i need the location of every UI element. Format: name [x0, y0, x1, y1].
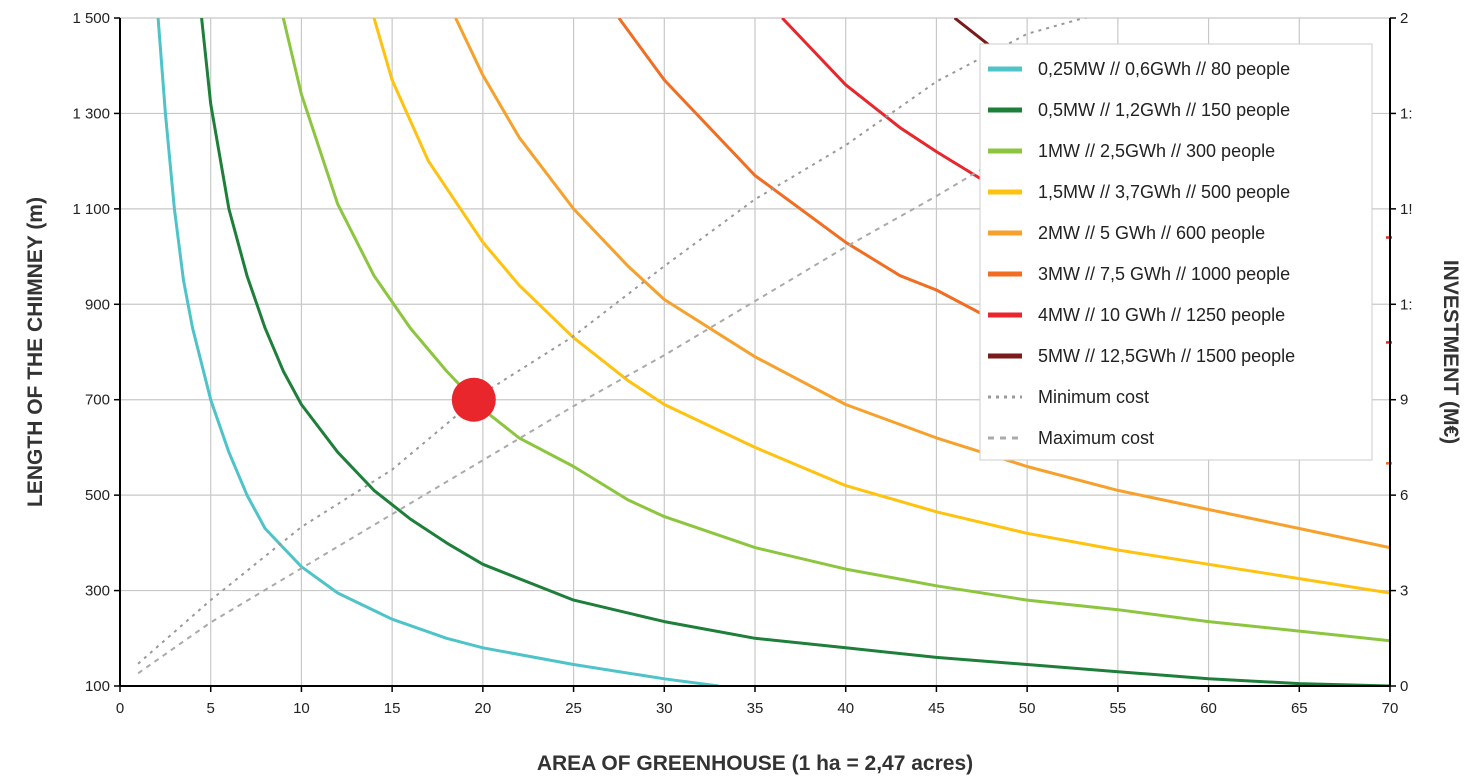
y-tick-label-3: 700 — [85, 392, 110, 409]
legend-label-0: 0,25MW // 0,6GWh // 80 people — [1038, 59, 1290, 79]
legend-label-5: 3MW // 7,5 GWh // 1000 people — [1038, 264, 1290, 284]
y-tick-label-5: 1 100 — [72, 201, 110, 218]
x-tick-label-14: 70 — [1382, 700, 1399, 717]
y2-tick-label-7: 2 — [1400, 10, 1408, 27]
x-tick-label-12: 60 — [1200, 700, 1217, 717]
series-line-3 — [372, 18, 1390, 595]
legend-label-7: 5MW // 12,5GWh // 1500 people — [1038, 346, 1295, 366]
y2-tick-label-0: 0 — [1400, 678, 1408, 695]
legend-label-6: 4MW // 10 GWh // 1250 people — [1038, 305, 1285, 325]
y2-tick-label-5: 1! — [1400, 201, 1413, 218]
x-tick-label-9: 45 — [928, 700, 945, 717]
x-tick-label-5: 25 — [565, 700, 582, 717]
series-line-8 — [137, 18, 1088, 665]
x-tick-label-4: 20 — [475, 700, 492, 717]
legend-label-2: 1MW // 2,5GWh // 300 people — [1038, 141, 1275, 161]
marker-point-0 — [451, 377, 496, 422]
x-tick-label-8: 40 — [837, 700, 854, 717]
x-tick-label-6: 30 — [656, 700, 673, 717]
y2-tick-label-3: 9 — [1400, 392, 1408, 409]
y2-tick-label-1: 3 — [1400, 583, 1408, 600]
y-tick-label-1: 300 — [85, 583, 110, 600]
legend-label-1: 0,5MW // 1,2GWh // 150 people — [1038, 100, 1290, 120]
y-tick-label-4: 900 — [85, 296, 110, 313]
x-tick-label-11: 55 — [1110, 700, 1127, 717]
legend-label-9: Maximum cost — [1038, 428, 1154, 448]
x-tick-label-0: 0 — [116, 700, 124, 717]
y-tick-label-2: 500 — [85, 487, 110, 504]
series-line-1 — [200, 18, 1390, 686]
x-tick-label-2: 10 — [293, 700, 310, 717]
x-tick-label-13: 65 — [1291, 700, 1308, 717]
y2-tick-label-2: 6 — [1400, 487, 1408, 504]
x-axis-title: AREA OF GREENHOUSE (1 ha = 2,47 acres) — [537, 752, 973, 775]
series-line-2 — [281, 18, 1390, 643]
x-tick-label-10: 50 — [1019, 700, 1036, 717]
y2-tick-label-6: 1: — [1400, 105, 1413, 122]
y-tick-label-6: 1 300 — [72, 105, 110, 122]
y-tick-label-0: 100 — [85, 678, 110, 695]
series-line-9 — [137, 87, 1119, 675]
y2-tick-label-4: 1: — [1400, 296, 1413, 313]
series-line-0 — [156, 18, 719, 686]
legend-label-3: 1,5MW // 3,7GWh // 500 people — [1038, 182, 1290, 202]
x-tick-label-1: 5 — [207, 700, 215, 717]
legend-box — [979, 43, 1373, 461]
legend-label-4: 2MW // 5 GWh // 600 people — [1038, 223, 1265, 243]
series-line-4 — [454, 18, 1390, 550]
series-layer — [137, 18, 1390, 686]
y-tick-label-7: 1 500 — [72, 10, 110, 27]
legend: 0,25MW // 0,6GWh // 80 people 0,5MW // 1,… — [979, 43, 1373, 461]
y-axis-title: LENGTH OF THE CHIMNEY (m) — [24, 197, 47, 507]
y2-axis-title: INVESTMENT (M€) — [1439, 260, 1462, 444]
x-tick-label-7: 35 — [747, 700, 764, 717]
legend-label-8: Minimum cost — [1038, 387, 1149, 407]
ticks: 0 5 10 15 20 25 30 35 40 45 50 55 60 65 70100300500700… — [72, 10, 1412, 717]
x-tick-label-3: 15 — [384, 700, 401, 717]
